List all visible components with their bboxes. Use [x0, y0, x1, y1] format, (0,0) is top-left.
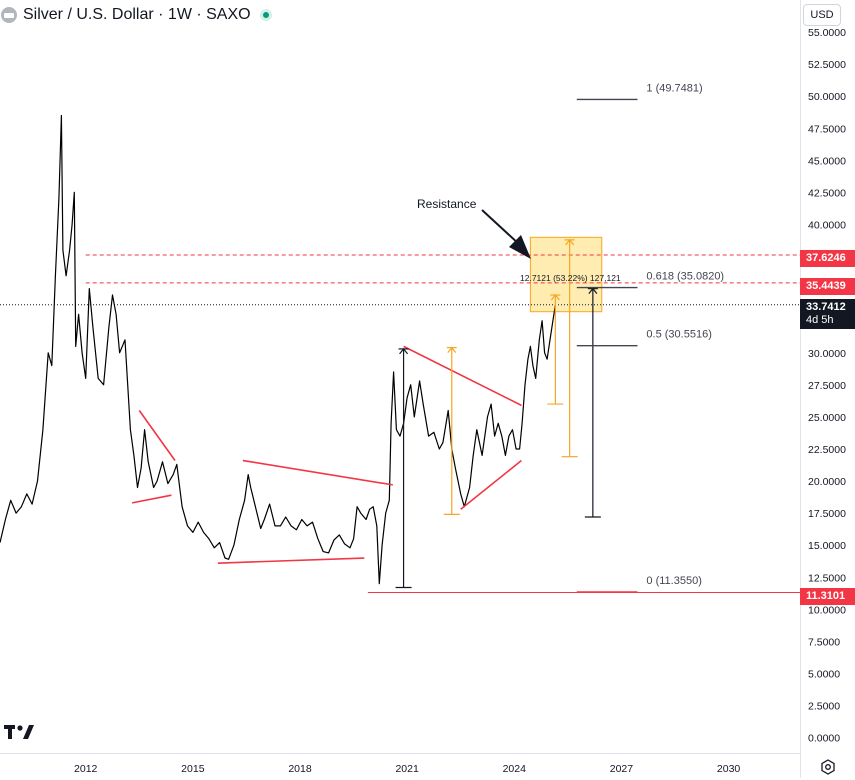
- y-tick-label: 20.0000: [808, 476, 846, 488]
- y-tick-label: 25.0000: [808, 412, 846, 424]
- measure-arrowhead: [565, 238, 575, 246]
- price-badge-current: 33.7412 4d 5h: [800, 299, 855, 329]
- y-tick-label: 0.0000: [808, 733, 840, 745]
- measure-arrow-4: [395, 347, 412, 589]
- y-tick-label: 55.0000: [808, 27, 846, 39]
- y-tick-label: 7.5000: [808, 636, 840, 648]
- chart-title: Silver / U.S. Dollar · 1W · SAXO: [23, 6, 251, 23]
- resistance-zone: [529, 236, 603, 313]
- y-tick-label: 22.5000: [808, 444, 846, 456]
- fib-level-label-3: 0.5 (30.5516): [646, 329, 711, 341]
- measure-arrow-2: [561, 238, 578, 458]
- price-series-line: [0, 114, 556, 585]
- x-tick-label: 2012: [74, 763, 98, 775]
- resistance-arrowhead: [509, 235, 531, 259]
- measure-arrow-5: [584, 287, 601, 518]
- chart-header: Silver / U.S. Dollar · 1W · SAXO: [0, 5, 273, 25]
- y-tick-label: 27.5000: [808, 380, 846, 392]
- measure-arrow-1: [443, 346, 460, 516]
- y-tick-label: 15.0000: [808, 540, 846, 552]
- resistance-arrow-shaft: [481, 209, 521, 246]
- trendline-5: [403, 345, 522, 407]
- tradingview-logo-icon[interactable]: [4, 723, 34, 746]
- y-tick-label: 45.0000: [808, 155, 846, 167]
- price-badge-support: 11.3101: [800, 588, 855, 605]
- y-tick-label: 12.5000: [808, 572, 846, 584]
- bar-countdown: 4d 5h: [806, 314, 834, 326]
- fib-level-label-1: 1 (49.7481): [646, 82, 702, 94]
- price-badge-upper-resistance: 37.6246: [800, 250, 855, 267]
- y-tick-label: 40.0000: [808, 219, 846, 231]
- y-tick-label: 5.0000: [808, 668, 840, 680]
- currency-selector[interactable]: USD: [803, 4, 841, 26]
- measure-arrowhead: [588, 287, 598, 295]
- fib-level-label-2: 0.618 (35.0820): [646, 271, 724, 283]
- y-tick-label: 42.5000: [808, 187, 846, 199]
- price-badge-lower-resistance: 35.4439: [800, 278, 855, 295]
- settings-icon[interactable]: [820, 759, 836, 780]
- trendline-4: [217, 557, 365, 564]
- trendline-2: [131, 494, 172, 504]
- x-tick-label: 2024: [503, 763, 527, 775]
- y-tick-label: 10.0000: [808, 604, 846, 616]
- trendline-1: [138, 410, 176, 461]
- y-tick-label: 52.5000: [808, 59, 846, 71]
- x-tick-label: 2015: [181, 763, 205, 775]
- trendline-6: [460, 459, 522, 510]
- silver-symbol-icon: [0, 6, 18, 24]
- measure-range-label: 12.7121 (53.22%) 127,121: [520, 273, 621, 283]
- measure-arrowhead: [399, 347, 409, 355]
- y-tick-label: 50.0000: [808, 91, 846, 103]
- y-tick-label: 2.5000: [808, 701, 840, 713]
- y-axis-panel: [800, 0, 855, 778]
- y-tick-label: 17.5000: [808, 508, 846, 520]
- y-tick-label: 47.5000: [808, 123, 846, 135]
- y-tick-label: 30.0000: [808, 348, 846, 360]
- market-open-icon: [259, 8, 273, 22]
- x-tick-label: 2030: [717, 763, 741, 775]
- measure-arrow-3: [547, 294, 564, 405]
- fib-level-label-4: 0 (11.3550): [646, 575, 701, 587]
- measure-arrowhead: [447, 346, 457, 354]
- x-axis-panel: [0, 753, 800, 778]
- measure-arrowhead: [550, 294, 560, 301]
- x-tick-label: 2021: [395, 763, 419, 775]
- resistance-label: Resistance: [417, 197, 477, 211]
- trendline-3: [242, 459, 393, 486]
- x-tick-label: 2027: [610, 763, 634, 775]
- x-tick-label: 2018: [288, 763, 312, 775]
- current-price-value: 33.7412: [806, 301, 846, 313]
